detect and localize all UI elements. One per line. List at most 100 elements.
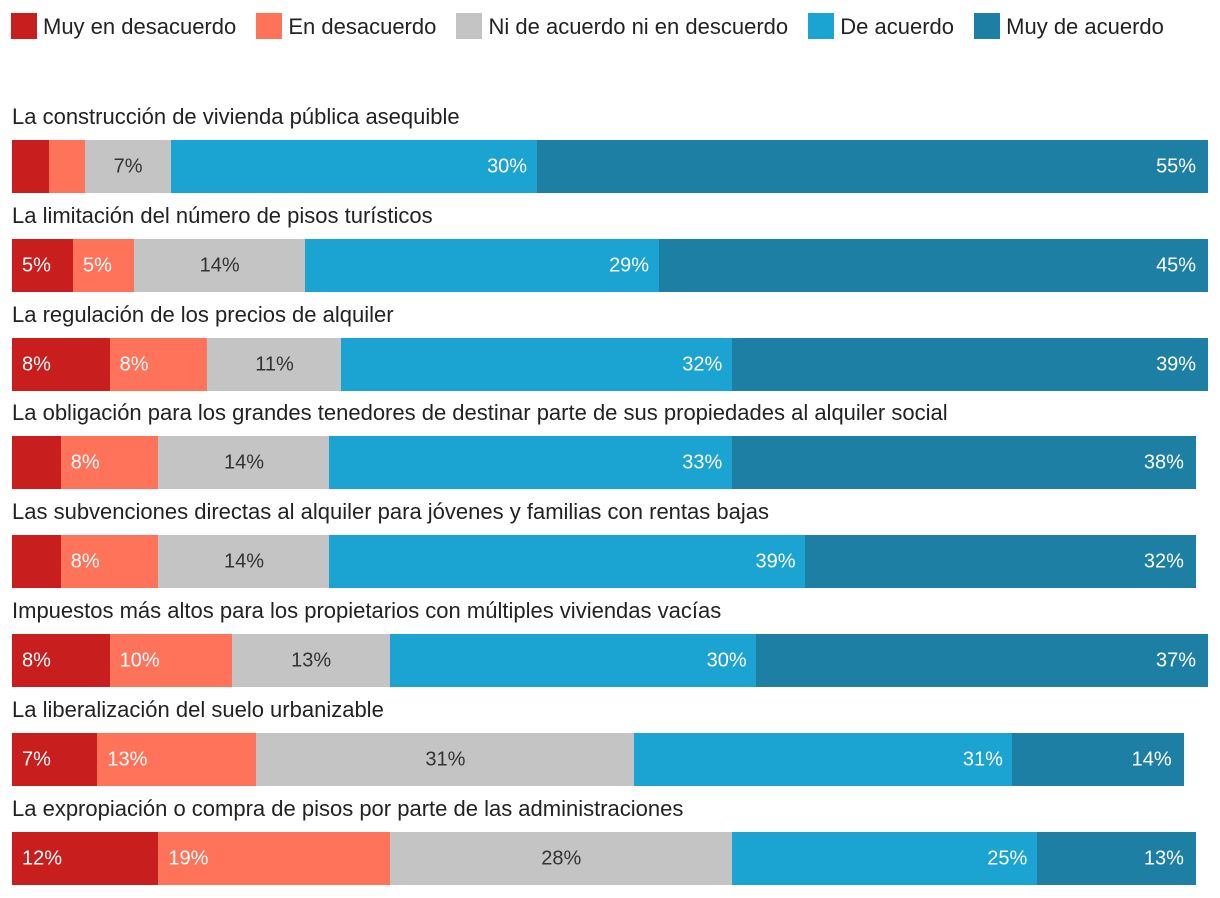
category-label: La regulación de los precios de alquiler [12,302,394,327]
bar-segment: 13% [231,634,391,687]
bar-segment: 38% [731,436,1196,489]
bar-segment: 13% [1036,832,1196,885]
category-label: Impuestos más altos para los propietario… [12,598,722,623]
legend-swatch [808,13,835,39]
data-label: 7% [22,748,51,770]
data-label: 8% [22,353,51,375]
category-label: Las subvenciones directas al alquiler pa… [12,499,769,524]
legend-swatch [456,13,483,39]
data-label: 11% [255,353,294,375]
bar-segment: 39% [731,338,1209,391]
data-label: 8% [119,353,149,375]
data-label: 31% [425,748,466,770]
bar-segment: 30% [390,634,757,687]
legend-swatch [256,13,283,39]
bar-segment: 29% [304,239,660,292]
bar-segment: 39% [329,535,806,588]
category-label: La construcción de vivienda pública aseq… [12,104,460,129]
data-label: 32% [1143,550,1184,572]
legend-swatch [11,13,37,39]
data-label: 32% [682,353,723,375]
data-label: 13% [107,748,148,770]
data-label: 19% [168,847,209,869]
bar-segment: 5% [73,239,135,292]
data-label: 30% [706,649,747,671]
category-label: La liberalización del suelo urbanizable [12,697,384,722]
data-label: 45% [1156,254,1197,276]
bar-segment: 31% [256,733,635,786]
data-label: 38% [1143,451,1184,473]
data-label: 7% [113,155,143,177]
bar-segment: 31% [634,733,1013,786]
data-label: 10% [119,649,160,671]
bar-segment: 14% [1012,733,1184,786]
bar-segment: 14% [134,239,306,292]
data-label: 37% [1156,649,1197,671]
data-label: 13% [1143,847,1184,869]
data-label: 13% [291,649,332,671]
data-label: 14% [199,254,240,276]
bar-segment: 45% [658,239,1209,292]
bar-segment: 8% [12,338,111,391]
category-label: La limitación del número de pisos turíst… [12,203,433,228]
bar-segment: 10% [109,634,233,687]
bar-segment [48,140,86,193]
bar-segment: 5% [12,239,74,292]
bar-segment: 8% [12,634,111,687]
bar-segment: 14% [158,436,330,489]
data-label: 14% [1131,748,1172,770]
legend-item: Ni de acuerdo ni en descuerdo [456,13,789,39]
data-label: 30% [487,155,528,177]
data-label: 8% [22,649,51,671]
legend-item: En desacuerdo [256,13,437,39]
bar-segment [12,140,50,193]
legend-label: De acuerdo [840,14,955,39]
bar-segment: 8% [109,338,208,391]
data-label: 29% [609,254,650,276]
legend: Muy en desacuerdo En desacuerdo Ni de ac… [11,10,1211,44]
data-label: 55% [1156,155,1197,177]
bar-segment: 32% [341,338,733,391]
data-label: 14% [224,550,265,572]
data-label: 31% [962,748,1003,770]
bar-segment: 19% [158,832,391,885]
legend-item: De acuerdo [808,13,955,39]
bar-segment: 13% [97,733,257,786]
bar-segment: 7% [85,140,172,193]
data-label: 5% [22,254,51,276]
bar-segment: 32% [805,535,1196,588]
bar-segment: 55% [536,140,1209,193]
legend-label: En desacuerdo [288,14,437,39]
legend-label: Muy de acuerdo [1006,14,1164,39]
legend-item: Muy en desacuerdo [11,13,237,39]
bar-segment: 7% [12,733,98,786]
bar-segment: 30% [170,140,538,193]
category-label: La obligación para los grandes tenedores… [12,400,948,425]
bar-segment: 33% [329,436,733,489]
bar-segment: 14% [158,535,330,588]
legend-swatch [974,13,1001,39]
data-label: 33% [682,451,723,473]
category-label: La expropiación o compra de pisos por pa… [12,796,684,821]
bar-segment: 25% [731,832,1038,885]
data-label: 5% [83,254,112,276]
bar-segment [12,436,62,489]
data-label: 8% [70,550,100,572]
data-label: 39% [755,550,796,572]
data-label: 12% [22,847,63,869]
legend-item: Muy de acuerdo [974,13,1164,39]
legend-label: Muy en desacuerdo [43,14,237,39]
data-label: 25% [987,847,1028,869]
legend-label: Ni de acuerdo ni en descuerdo [488,14,789,39]
bar-segment [12,535,62,588]
data-label: 14% [224,451,265,473]
bar-segment: 8% [60,535,159,588]
data-label: 8% [70,451,100,473]
bar-segment: 11% [207,338,342,391]
bar-segment: 28% [390,832,733,885]
bar-segment: 8% [60,436,159,489]
data-label: 39% [1156,353,1197,375]
bar-segment: 37% [756,634,1209,687]
bar-segment: 12% [12,832,159,885]
